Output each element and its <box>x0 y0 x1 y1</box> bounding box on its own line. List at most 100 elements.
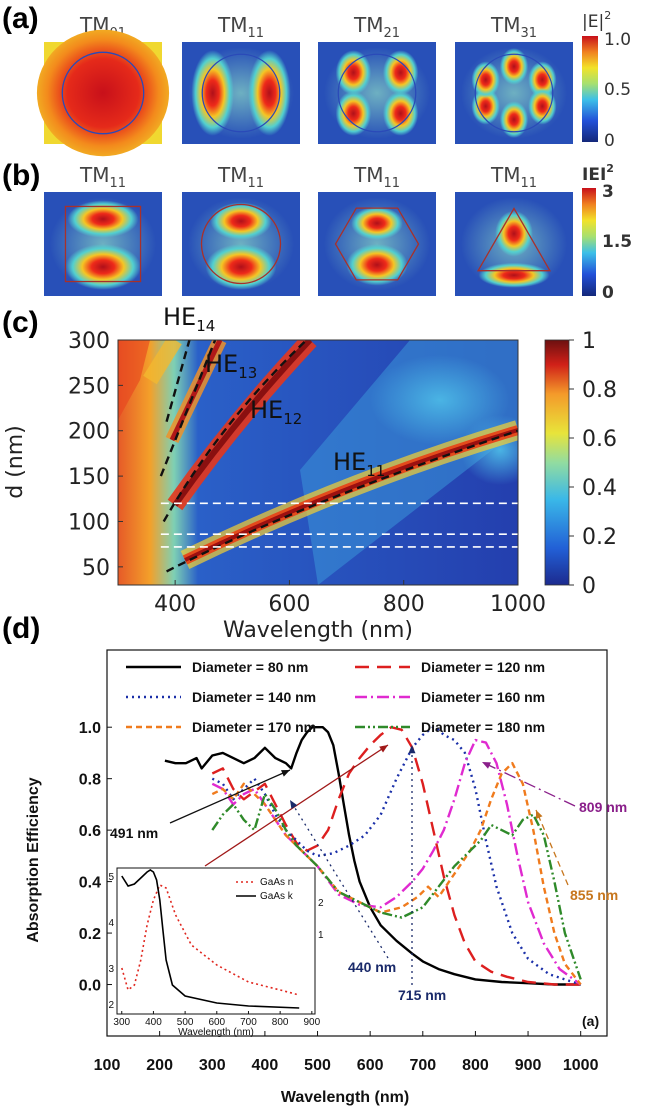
absorption-ytick-0.0: 0.0 <box>79 978 101 995</box>
absorption-axes: 100 200 300 400 500 600 700 800 900 1000 0.0 0.2 0.4… <box>79 720 599 1074</box>
heatmap-xlabel: Wavelength (nm) <box>223 618 413 643</box>
absorption-xtick-1000: 1000 <box>563 1057 599 1074</box>
series-line-2 <box>211 726 581 986</box>
absorption-ytick-0.2: 0.2 <box>79 926 101 943</box>
inset-left-tick-4: 4 <box>108 918 114 929</box>
corner-label: (a) <box>582 1013 599 1029</box>
inset-xtick-600: 600 <box>208 1017 225 1028</box>
heatmap-ytick-300: 300 <box>68 329 110 354</box>
legend-label-6: Diameter = 180 nm <box>421 719 545 735</box>
peak-annotation-4: 715 nm <box>398 745 446 1003</box>
inset-legend-label-2: GaAs k <box>260 891 294 902</box>
absorption-xtick-200: 200 <box>146 1057 173 1074</box>
panel-a-colorbar: |E|2 1.0 0.5 0 <box>582 9 631 151</box>
inset-xtick-400: 400 <box>145 1017 162 1028</box>
heatmap-cbar-tick-1: 1 <box>582 329 596 354</box>
mode-line-he14 <box>165 339 191 422</box>
inset-left-tick-2: 2 <box>108 1000 114 1011</box>
panel-b-mode-map-3: TM11 <box>318 163 436 296</box>
colorbar-b-bar <box>582 188 596 296</box>
heatmap-xtick-800: 800 <box>383 592 425 617</box>
absorption-xtick-300: 300 <box>199 1057 226 1074</box>
panel-b-mode-map-1: TM11 <box>44 163 162 296</box>
mode-line-he12 <box>162 339 308 523</box>
legend-label-5: Diameter = 170 nm <box>192 719 316 735</box>
colorbar-a-bar <box>582 36 598 142</box>
panel-a-mode-map-2: TM11 <box>182 13 300 144</box>
inset-right-tick-1: 1 <box>318 930 324 941</box>
panel-b-mode-title-3: TM11 <box>353 163 400 191</box>
peak-annotation-3: 440 nm <box>289 799 396 975</box>
reference-lines <box>160 502 518 548</box>
mode-label-he11: HE11 <box>333 448 385 480</box>
panel-b-outline-hexagon <box>334 207 420 281</box>
inset-right-tick-2: 2 <box>318 898 324 909</box>
colorbar-a-title: |E|2 <box>582 9 611 32</box>
heatmap-axes: 400 600 800 1000 50 100 150 200 250 300 <box>68 329 546 617</box>
inset-xtick-700: 700 <box>240 1017 257 1028</box>
inset-xtick-900: 900 <box>303 1017 320 1028</box>
inset-xtick-300: 300 <box>113 1017 130 1028</box>
series-line-1 <box>164 726 581 986</box>
panel-b-outline-triangle <box>476 207 552 272</box>
mode-label-he13: HE13 <box>205 350 257 382</box>
absorption-xtick-100: 100 <box>94 1057 121 1074</box>
panel-a-mode-title-3: TM21 <box>353 13 400 41</box>
panel-b-mode-map-4: TM11 <box>455 163 573 296</box>
legend-label-2: Diameter = 120 nm <box>421 659 545 675</box>
legend-label-3: Diameter = 140 nm <box>192 689 316 705</box>
absorption-xtick-800: 800 <box>462 1057 489 1074</box>
absorption-xtick-700: 700 <box>409 1057 436 1074</box>
inset-chart: 300 400 500 600 700 800 900 5 4 3 2 2 1 Wavelength (n… <box>108 867 324 1038</box>
inset-xlabel: Wavelength (nm) <box>178 1027 254 1038</box>
panel-b-outline-square <box>64 205 142 283</box>
legend-item-1: Diameter = 80 nm <box>126 659 308 675</box>
mode-dispersion-lines <box>159 339 519 573</box>
colorbar-b-tick-max: 3 <box>602 182 614 202</box>
inset-left-tick-3: 3 <box>108 964 114 975</box>
panel-c-label: (c) <box>2 306 39 339</box>
inset-curve-n <box>121 883 300 996</box>
peak-annotation-1: 491 nm <box>110 769 291 841</box>
heatmap-xtick-400: 400 <box>154 592 196 617</box>
mode-label-he14: HE14 <box>163 303 215 335</box>
heatmap: 400 600 800 1000 50 100 150 200 250 300 HE14 HE13… <box>3 303 546 643</box>
panel-b-mode-title-1: TM11 <box>79 163 126 191</box>
peak-annotation-5: 809 nm <box>481 761 627 815</box>
inset-xtick-800: 800 <box>272 1017 289 1028</box>
heatmap-cbar-tick-0.2: 0.2 <box>582 525 617 550</box>
panel-a-outline-circle <box>61 51 145 135</box>
panel-b-colorbar: IEI2 3 1.5 0 <box>582 162 632 303</box>
absorption-ytick-1.0: 1.0 <box>79 720 101 737</box>
panel-a-outline-circle <box>201 53 281 133</box>
heatmap-colorbar: 0 0.2 0.4 0.6 0.8 1 <box>544 329 617 599</box>
absorption-ylabel: Absorption Efficiency <box>25 777 42 942</box>
panel-a-outline-circle <box>337 53 417 133</box>
inset-legend-label-1: GaAs n <box>260 877 293 888</box>
legend-item-3: Diameter = 140 nm <box>126 689 316 705</box>
absorption-xtick-500: 500 <box>304 1057 331 1074</box>
inset-xtick-500: 500 <box>177 1017 194 1028</box>
mode-line-he13 <box>159 339 217 477</box>
series-line-5 <box>211 762 582 986</box>
heatmap-cbar-tick-0.4: 0.4 <box>582 476 617 501</box>
absorption-ytick-0.4: 0.4 <box>79 875 101 892</box>
colorbar-a-tick-min: 0 <box>604 131 615 151</box>
absorption-ytick-0.6: 0.6 <box>79 823 101 840</box>
absorption-ytick-0.8: 0.8 <box>79 772 101 789</box>
panel-b-label: (b) <box>2 159 40 192</box>
heatmap-xtick-1000: 1000 <box>490 592 546 617</box>
absorption-xtick-600: 600 <box>357 1057 384 1074</box>
panel-a-mode-map-4: TM31 <box>455 13 573 144</box>
absorption-chart: 100 200 300 400 500 600 700 800 900 1000 0.0 0.2 0.4… <box>25 649 627 1106</box>
heatmap-ylabel: d (nm) <box>3 425 28 499</box>
peak-annotation-label-1: 491 nm <box>110 825 158 841</box>
series-line-6 <box>211 792 582 980</box>
absorption-series <box>164 726 582 986</box>
peak-annotation-label-6: 855 nm <box>570 887 618 903</box>
heatmap-ytick-250: 250 <box>68 374 110 399</box>
absorption-legend: Diameter = 80 nm Diameter = 120 nm Diamete… <box>126 659 545 735</box>
panel-a-mode-maps: TM01 TM11 TM21 TM31 <box>36 13 573 157</box>
heatmap-xtick-600: 600 <box>268 592 310 617</box>
